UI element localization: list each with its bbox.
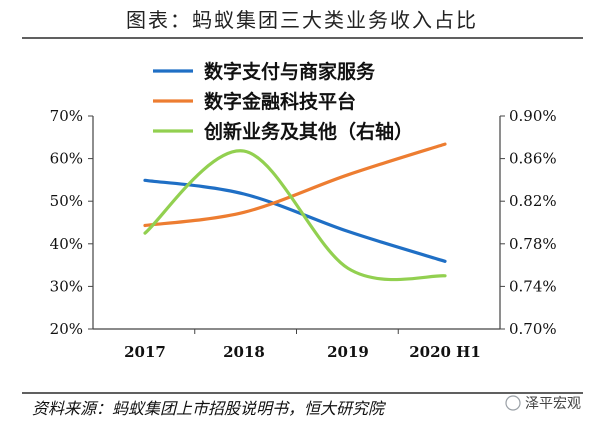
- watermark-text: 泽平宏观: [525, 396, 581, 412]
- y-left-tick-label: 40%: [50, 235, 83, 253]
- x-tick-label: 2017: [124, 343, 166, 361]
- legend-item-innovation: 创新业务及其他（右轴）: [153, 120, 413, 143]
- y-left-tick-label: 70%: [50, 107, 83, 125]
- series-line-fintech: [143, 142, 447, 228]
- y-right-tick-label: 0.70%: [509, 320, 557, 338]
- y-left-tick-label: 20%: [50, 320, 83, 338]
- y-right-tick-label: 0.90%: [509, 107, 557, 125]
- y-left-tick-label: 30%: [50, 277, 83, 295]
- y-left-tick-label: 60%: [50, 150, 83, 168]
- legend-label: 数字支付与商家服务: [204, 60, 376, 83]
- legend-item-payment: 数字支付与商家服务: [153, 60, 376, 83]
- y-right-tick-label: 0.86%: [509, 150, 557, 168]
- series-layer: [143, 142, 447, 282]
- y-left-tick-label: 50%: [50, 192, 83, 210]
- watermark: 泽平宏观: [505, 395, 581, 412]
- y-right-tick-label: 0.82%: [509, 192, 557, 210]
- legend-label: 数字金融科技平台: [204, 90, 356, 113]
- x-tick-label: 2018: [223, 343, 265, 361]
- series-line-innovation: [143, 149, 447, 282]
- chart-title: 图表：蚂蚁集团三大类业务收入占比: [126, 8, 478, 32]
- y-right-tick-label: 0.74%: [509, 277, 557, 295]
- wechat-icon: [505, 395, 521, 411]
- x-tick-label: 2020 H1: [409, 343, 481, 361]
- x-tick-label: 2019: [327, 343, 369, 361]
- legend-item-fintech: 数字金融科技平台: [153, 90, 356, 113]
- axes-layer: 20% 30% 40% 50% 60% 70% 0.70% 0.74% 0.78% 0.82% 0.…: [50, 107, 557, 361]
- y-right-tick-label: 0.78%: [509, 235, 557, 253]
- legend-label: 创新业务及其他（右轴）: [203, 120, 413, 143]
- source-note: 资料来源：蚂蚁集团上市招股说明书，恒大研究院: [32, 399, 387, 418]
